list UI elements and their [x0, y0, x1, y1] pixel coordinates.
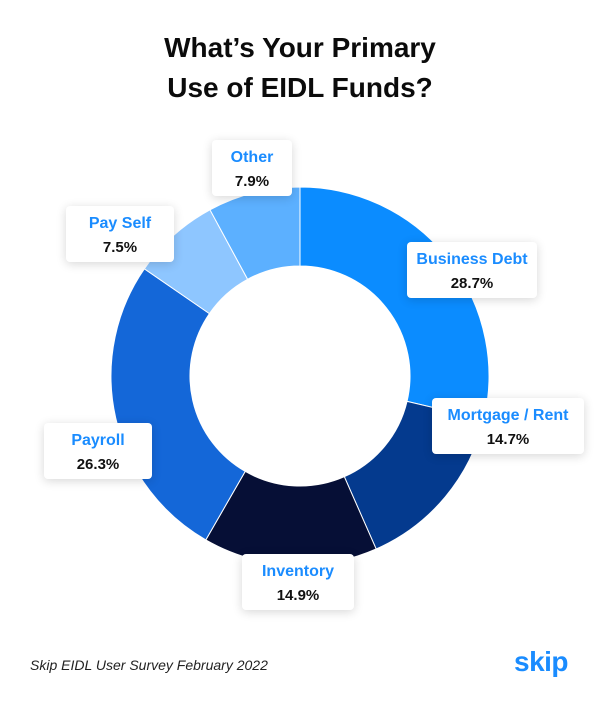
slice-other — [209, 186, 301, 280]
callout-mortgage-rent: Mortgage / Rent 14.7% — [432, 398, 584, 454]
chart-title: What’s Your Primary Use of EIDL Funds? — [0, 28, 600, 108]
source-note: Skip EIDL User Survey February 2022 — [30, 657, 268, 673]
callout-business-debt: Business Debt 28.7% — [407, 242, 537, 298]
callout-inventory: Inventory 14.9% — [242, 554, 354, 610]
slice-label: Payroll — [71, 432, 125, 449]
slice-label: Business Debt — [416, 251, 528, 268]
slice-payroll — [110, 268, 246, 541]
skip-logo: skip — [514, 646, 569, 677]
slice-business-debt — [299, 186, 490, 421]
slice-value-label: 28.7% — [450, 275, 494, 292]
callout-other: Other 7.9% — [212, 140, 292, 196]
slice-label: Mortgage / Rent — [447, 407, 569, 424]
callout-pay-self: Pay Self 7.5% — [66, 206, 174, 262]
callout-payroll: Payroll 26.3% — [44, 423, 152, 479]
slice-value-label: 7.5% — [102, 239, 138, 256]
slice-label: Inventory — [261, 563, 334, 580]
slice-label: Pay Self — [88, 215, 152, 232]
slice-value-label: 26.3% — [76, 456, 120, 473]
slice-value-label: 7.9% — [234, 173, 270, 190]
slice-value-label: 14.9% — [276, 587, 320, 604]
slice-label: Other — [230, 149, 274, 166]
title-line-2: Use of EIDL Funds? — [167, 72, 433, 103]
slice-value-label: 14.7% — [486, 431, 530, 448]
title-line-1: What’s Your Primary — [164, 32, 436, 63]
